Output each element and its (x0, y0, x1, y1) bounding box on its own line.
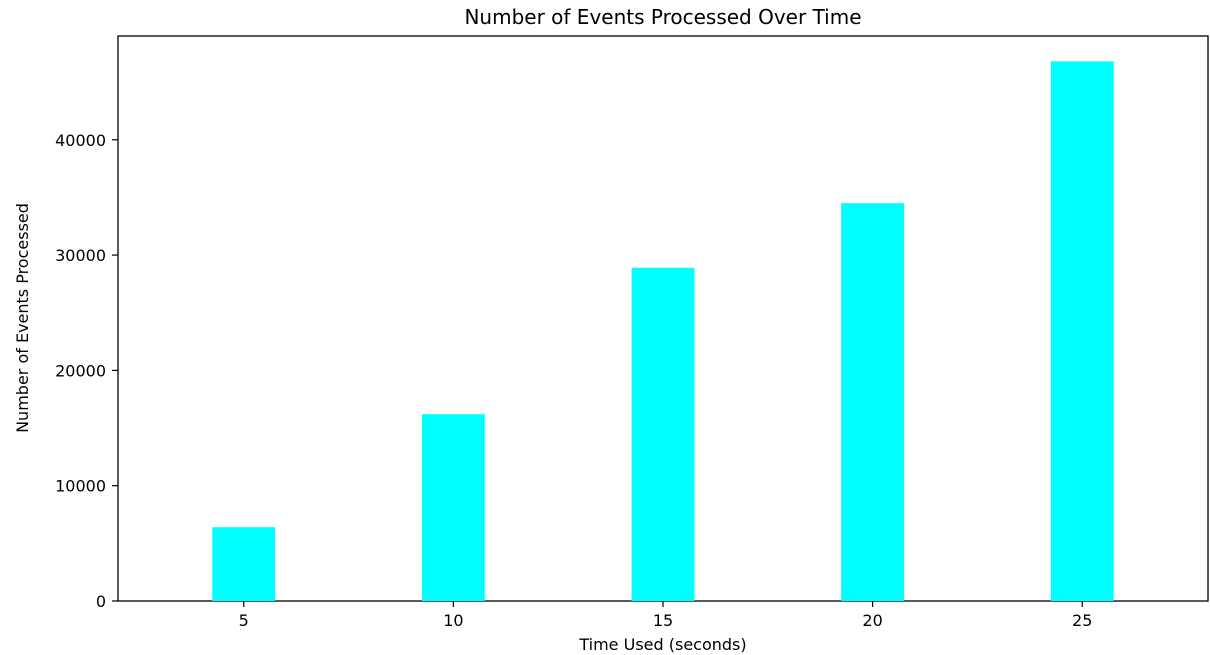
bars-group (212, 61, 1114, 602)
y-tick-label: 20000 (55, 361, 106, 380)
x-tick-label: 15 (653, 611, 673, 630)
x-tick-label: 20 (862, 611, 882, 630)
x-axis-label: Time Used (seconds) (578, 635, 746, 654)
y-axis-label: Number of Events Processed (13, 203, 32, 433)
bar-20 (841, 203, 905, 601)
bar-5 (212, 527, 276, 601)
bar-25 (1050, 61, 1114, 602)
y-tick-label: 30000 (55, 246, 106, 265)
y-tick-label: 10000 (55, 477, 106, 496)
x-axis-ticks: 5 10 15 20 25 (239, 601, 1092, 630)
y-tick-label: 0 (96, 592, 106, 611)
bar-15 (631, 267, 695, 601)
y-tick-label: 40000 (55, 131, 106, 150)
y-axis-ticks: 0 10000 20000 30000 40000 (55, 131, 118, 611)
chart-title: Number of Events Processed Over Time (464, 5, 861, 29)
x-tick-label: 5 (239, 611, 249, 630)
x-tick-label: 10 (443, 611, 463, 630)
bar-10 (421, 414, 485, 601)
x-tick-label: 25 (1072, 611, 1092, 630)
